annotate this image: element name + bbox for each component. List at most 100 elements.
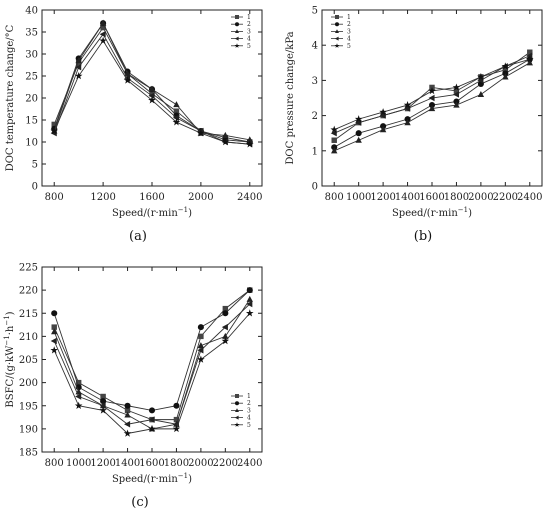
x-tick-label: 2400 xyxy=(517,192,542,203)
data-point xyxy=(172,424,181,433)
data-point xyxy=(246,287,253,294)
legend-marker xyxy=(235,401,239,406)
y-tick-label: 205 xyxy=(19,355,38,366)
x-tick-label: 2000 xyxy=(188,458,213,469)
data-point xyxy=(148,424,156,433)
legend-label: 5 xyxy=(247,43,251,50)
data-point xyxy=(100,393,106,400)
data-point xyxy=(173,108,180,114)
x-tick-label: 1000 xyxy=(66,458,91,469)
series-2 xyxy=(51,20,253,146)
legend-label: 2 xyxy=(247,21,251,28)
chart-panel-1: 800 1200 1600 2000 24000510152025303540Speed… xyxy=(5,6,263,245)
legend-marker xyxy=(234,415,239,420)
data-point xyxy=(197,347,204,354)
data-point xyxy=(428,86,436,95)
legend-marker xyxy=(335,22,339,27)
legend-label: 5 xyxy=(247,422,251,429)
y-tick-label: 20 xyxy=(25,94,38,105)
x-tick-label: 800 xyxy=(45,458,64,469)
legend-label: 1 xyxy=(247,393,251,400)
legend-label: 4 xyxy=(247,36,251,43)
y-tick-label: 5 xyxy=(312,6,318,17)
data-point xyxy=(74,72,83,80)
data-point xyxy=(172,118,181,126)
legend-marker xyxy=(334,36,339,41)
data-point xyxy=(379,108,387,116)
data-point xyxy=(477,90,485,98)
legend-marker xyxy=(235,22,239,27)
legend-marker xyxy=(335,15,339,19)
data-point xyxy=(173,402,180,409)
data-point xyxy=(197,342,205,349)
data-point xyxy=(452,91,460,98)
data-point xyxy=(148,416,155,423)
data-point xyxy=(75,64,82,71)
legend-marker xyxy=(235,15,239,19)
y-tick-label: 4 xyxy=(312,41,318,52)
data-point xyxy=(246,300,253,308)
data-point xyxy=(453,88,460,94)
data-point xyxy=(148,85,156,92)
data-point xyxy=(245,140,254,148)
data-point xyxy=(379,126,387,133)
legend-marker xyxy=(235,29,239,33)
series-1 xyxy=(51,287,253,423)
data-point xyxy=(355,130,362,137)
data-point xyxy=(124,402,131,409)
data-point xyxy=(100,398,107,405)
data-point xyxy=(99,36,107,45)
y-tick-label: 1 xyxy=(312,146,318,157)
data-point xyxy=(124,407,131,414)
data-point xyxy=(222,332,229,339)
x-tick-label: 2000 xyxy=(188,192,213,203)
y-tick-label: 190 xyxy=(19,424,38,435)
legend-label: 1 xyxy=(247,14,251,21)
series-1 xyxy=(51,24,253,145)
data-point xyxy=(452,83,461,91)
data-point xyxy=(197,355,205,363)
data-point xyxy=(502,67,509,73)
series-line xyxy=(53,26,250,143)
y-tick-label: 10 xyxy=(25,138,38,149)
y-tick-label: 35 xyxy=(25,28,38,39)
data-point xyxy=(99,402,106,409)
y-tick-label: 185 xyxy=(19,448,38,459)
y-tick-label: 30 xyxy=(25,50,38,61)
data-point xyxy=(124,411,131,418)
series-5 xyxy=(330,55,534,133)
y-tick-label: 220 xyxy=(19,286,38,297)
x-tick-label: 2400 xyxy=(237,458,262,469)
data-point xyxy=(148,92,155,99)
data-point xyxy=(355,136,362,143)
data-point xyxy=(502,73,509,80)
data-point xyxy=(123,429,132,437)
panel-label: (a) xyxy=(129,229,147,244)
series-line xyxy=(53,22,250,141)
panel-label: (c) xyxy=(131,495,148,510)
legend-marker xyxy=(234,422,240,427)
legend-label: 4 xyxy=(247,415,251,422)
series-line xyxy=(334,55,530,134)
data-point xyxy=(330,125,339,133)
data-point xyxy=(354,115,363,123)
x-tick-label: 1600 xyxy=(139,192,164,203)
x-axis-label: Speed/(r·min−1) xyxy=(112,206,192,219)
data-point xyxy=(50,127,59,135)
data-point xyxy=(124,421,131,428)
y-tick-label: 200 xyxy=(19,378,38,389)
x-tick-label: 2200 xyxy=(213,458,238,469)
data-point xyxy=(502,70,509,77)
legend-marker xyxy=(234,43,240,48)
data-point xyxy=(100,24,106,31)
data-point xyxy=(173,416,180,423)
y-tick-label: 2 xyxy=(312,111,318,122)
x-tick-label: 2200 xyxy=(493,192,518,203)
data-point xyxy=(51,121,57,128)
data-point xyxy=(246,295,253,302)
data-point xyxy=(526,52,533,59)
series-line xyxy=(334,58,530,131)
data-point xyxy=(50,337,57,345)
x-tick-label: 1200 xyxy=(90,192,115,203)
series-3 xyxy=(51,19,253,143)
